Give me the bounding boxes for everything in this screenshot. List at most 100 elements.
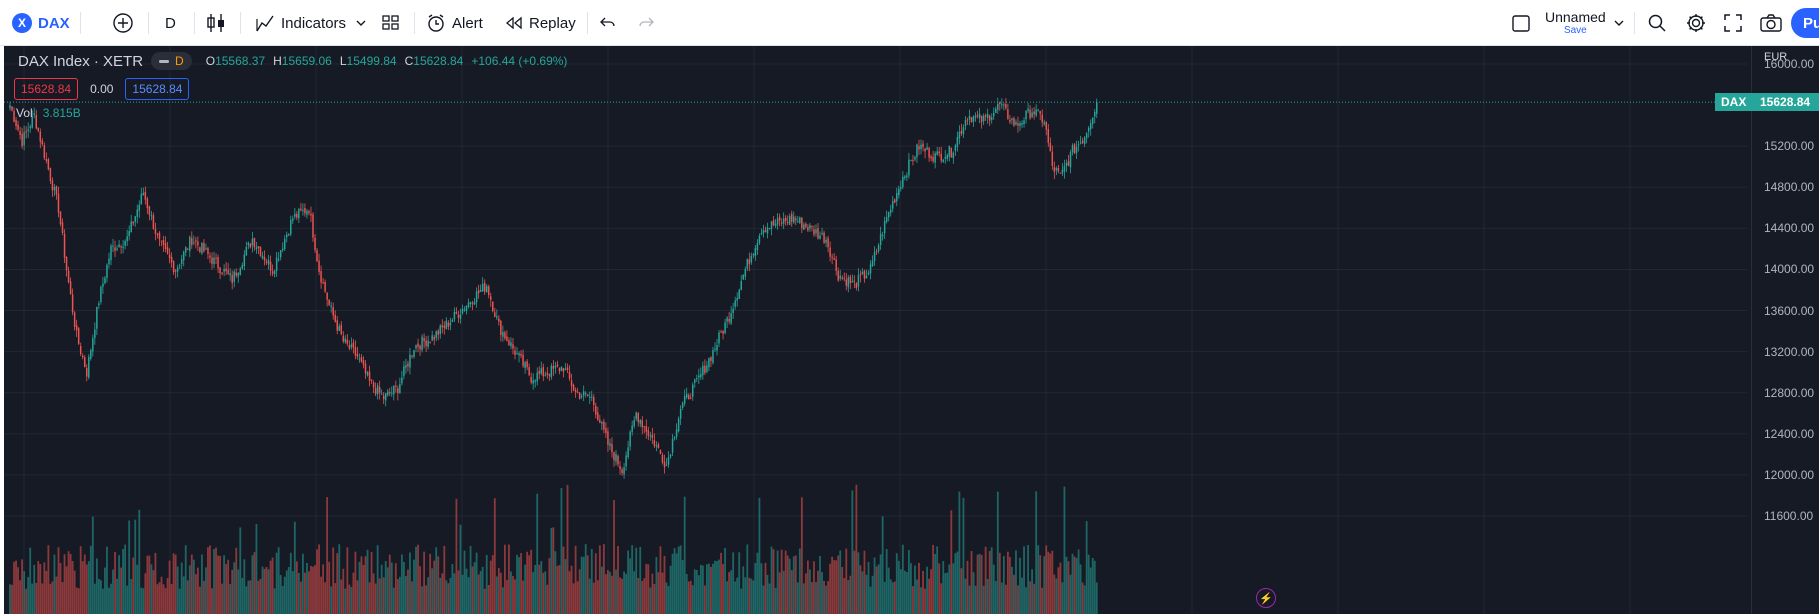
volume-bar <box>823 580 825 614</box>
volume-bar <box>340 579 343 614</box>
volume-bar <box>516 554 518 614</box>
volume-bar <box>144 573 147 614</box>
lightning-icon[interactable]: ⚡ <box>1256 588 1276 608</box>
price-volume-plot[interactable] <box>4 46 1747 614</box>
candle-body <box>671 438 674 453</box>
candle-body <box>835 259 837 271</box>
candle-body <box>675 429 678 437</box>
publish-button[interactable]: Pu <box>1791 8 1819 38</box>
candle-body <box>391 392 393 394</box>
volume-bar <box>798 548 801 614</box>
candle-body <box>922 143 924 148</box>
candle-body <box>813 229 815 235</box>
chart-type-button[interactable] <box>206 0 226 46</box>
candle-body <box>687 395 690 400</box>
candle-body <box>1007 109 1009 119</box>
candle-body <box>443 325 446 328</box>
layout-name-button[interactable]: Unnamed Save <box>1545 0 1606 46</box>
volume-bar <box>641 580 644 614</box>
candle-body <box>150 215 153 217</box>
interval-button[interactable]: D <box>165 0 176 46</box>
volume-bar <box>922 570 924 614</box>
legend-interval-pill[interactable]: D <box>151 52 192 70</box>
candle-body <box>88 356 90 378</box>
screenshot-button[interactable] <box>1760 0 1782 46</box>
candle-body <box>768 228 771 230</box>
volume-bar <box>306 562 308 614</box>
currency-label[interactable]: EUR <box>1764 51 1788 63</box>
candle-body <box>730 313 732 324</box>
candle-body <box>538 371 540 374</box>
volume-bar <box>976 554 979 614</box>
price-scale[interactable]: EUR 16000.00 15200.00 14800.00 14400.00 1400… <box>1751 46 1819 614</box>
buy-button[interactable]: 15628.84 <box>125 78 190 100</box>
replay-button[interactable]: Replay <box>505 0 576 46</box>
candle-body <box>435 331 437 338</box>
volume-bar <box>285 570 288 614</box>
candle-body <box>689 397 692 399</box>
volume-bar <box>114 551 116 614</box>
volume-bar <box>49 583 52 614</box>
volume-bar <box>881 516 884 614</box>
volume-bar <box>73 570 76 614</box>
volume-bar <box>893 581 896 614</box>
candle-body <box>45 159 48 161</box>
settings-button[interactable] <box>1685 0 1707 46</box>
candle-body <box>865 275 868 279</box>
search-button[interactable] <box>1647 0 1667 46</box>
candle-body <box>512 344 514 349</box>
undo-button[interactable] <box>600 0 616 46</box>
volume-bar <box>122 548 125 614</box>
candle-body <box>1055 168 1058 171</box>
symbol-search-button[interactable]: X DAX <box>12 0 70 46</box>
volume-bar <box>1031 569 1034 614</box>
select-layout-checkbox[interactable] <box>1511 0 1531 46</box>
volume-bar <box>1057 567 1060 614</box>
volume-bar <box>164 588 167 614</box>
redo-button[interactable] <box>638 0 654 46</box>
volume-bar <box>946 572 949 614</box>
indicators-dropdown-button[interactable] <box>355 0 367 46</box>
volume-bar <box>423 551 425 614</box>
candle-body <box>104 277 106 284</box>
candle-body <box>247 242 250 245</box>
candle-body <box>1051 151 1054 166</box>
candle-body <box>53 186 56 191</box>
volume-bar <box>954 553 957 614</box>
candle-body <box>912 160 914 162</box>
candle-body <box>847 277 850 288</box>
volume-bar <box>417 544 419 614</box>
sell-button[interactable]: 15628.84 <box>14 78 79 100</box>
candle-body <box>259 246 262 257</box>
candle-body <box>79 346 82 354</box>
volume-bar <box>289 552 292 614</box>
volume-bar <box>613 500 615 614</box>
volume-bar <box>441 573 444 614</box>
candle-body <box>803 224 805 230</box>
candle-body <box>1071 145 1074 153</box>
layout-save-label: Save <box>1563 25 1587 36</box>
candle-body <box>542 367 545 377</box>
volume-bar <box>439 577 442 614</box>
alert-button[interactable]: Alert <box>426 0 483 46</box>
candle-body <box>1049 142 1052 152</box>
volume-bar <box>29 547 32 614</box>
volume-bar <box>332 547 335 614</box>
volume-bar <box>1069 574 1072 614</box>
chart-pane[interactable]: DAX Index · XETR D O15568.37 H15659.06 L… <box>4 46 1819 614</box>
compare-add-symbol-button[interactable] <box>112 0 134 46</box>
candle-body <box>1035 109 1037 116</box>
volume-bar <box>491 555 494 614</box>
divider <box>1634 12 1635 34</box>
candle-body <box>597 412 599 420</box>
fullscreen-button[interactable] <box>1724 0 1742 46</box>
layout-dropdown-button[interactable] <box>1613 0 1625 46</box>
candle-body <box>158 232 161 240</box>
candle-body <box>77 328 80 345</box>
indicators-button[interactable]: Indicators <box>255 0 346 46</box>
candle-body <box>193 242 195 244</box>
templates-button[interactable] <box>382 0 400 46</box>
volume-bar <box>178 588 181 614</box>
volume-bar <box>467 577 470 614</box>
volume-bar <box>201 554 203 614</box>
